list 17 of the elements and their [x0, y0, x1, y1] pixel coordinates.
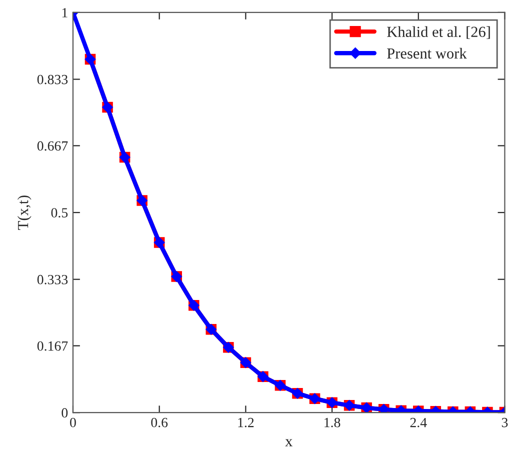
x-tick-label: 1.2: [238, 418, 254, 428]
x-tick-label: 1.8: [324, 418, 340, 428]
x-tick-label: 0: [70, 418, 76, 428]
y-tick-label: 0.167: [37, 341, 68, 351]
y-tick-label: 0.833: [37, 74, 68, 84]
y-axis-title: T(x,t): [17, 196, 32, 230]
y-tick-label: 0.667: [37, 141, 68, 151]
x-tick-label: 2.4: [410, 418, 427, 428]
y-tick-label: 1: [62, 8, 68, 18]
y-tick-label: 0: [62, 408, 68, 418]
x-tick-label: 0.6: [151, 418, 168, 428]
x-tick-label: 3: [502, 418, 508, 428]
y-tick-label: 0.5: [51, 208, 68, 218]
y-tick-label: 0.333: [37, 274, 68, 284]
legend-label: Khalid et al. [26]: [387, 26, 490, 39]
x-axis-title: x: [285, 439, 292, 446]
legend-label: Present work: [387, 48, 467, 59]
